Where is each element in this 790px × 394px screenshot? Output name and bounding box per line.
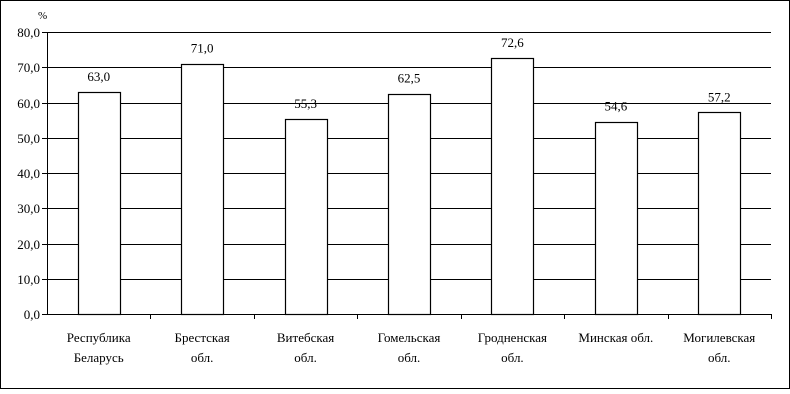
x-category-label-line: Беларусь <box>74 350 124 365</box>
data-label: 54,6 <box>604 99 627 114</box>
x-category-label-line: Могилевская <box>683 330 755 345</box>
data-label: 62,5 <box>398 71 421 86</box>
x-category-label: Минская обл. <box>578 330 653 345</box>
x-category-label-line: Витебская <box>277 330 334 345</box>
bar <box>180 63 225 316</box>
x-category-label: Республика Беларусь <box>67 330 131 365</box>
data-label: 55,3 <box>294 96 317 111</box>
y-tick-label: 0,0 <box>24 307 40 322</box>
y-tick-label: 40,0 <box>17 166 40 181</box>
data-label: 71,0 <box>191 41 214 56</box>
x-category-label: Витебская обл. <box>277 330 334 365</box>
bar <box>387 93 432 316</box>
x-category-label-line: Брестская <box>174 330 229 345</box>
y-tick-label: 70,0 <box>17 60 40 75</box>
labels: 0,0 10,0 20,0 30,0 40,0 50,0 60,0 70,0 80,0% 63,0… <box>17 10 755 365</box>
y-tick-label: 30,0 <box>17 201 40 216</box>
bar <box>490 57 535 316</box>
x-category-label-line: Гродненская <box>478 330 547 345</box>
y-tick-label: 80,0 <box>17 25 40 40</box>
data-label: 57,2 <box>708 89 731 104</box>
x-category-label: Гродненская обл. <box>478 330 547 365</box>
bar <box>77 91 122 316</box>
x-category-label: Гомельская обл. <box>378 330 441 365</box>
bar <box>697 111 742 316</box>
x-category-label-line: Минская обл. <box>578 330 653 345</box>
bar <box>284 118 329 316</box>
x-category-label-line: обл. <box>501 350 524 365</box>
y-tick-label: 50,0 <box>17 131 40 146</box>
data-label: 63,0 <box>87 69 110 84</box>
x-category-label: Могилевская обл. <box>683 330 755 365</box>
y-tick-label: 20,0 <box>17 237 40 252</box>
y-tick-label: 60,0 <box>17 96 40 111</box>
bar <box>594 121 639 316</box>
bars <box>77 57 742 316</box>
x-category-label-line: обл. <box>294 350 317 365</box>
y-unit-label: % <box>38 10 47 22</box>
y-tick-label: 10,0 <box>17 272 40 287</box>
data-label: 72,6 <box>501 35 524 50</box>
x-category-label-line: обл. <box>191 350 214 365</box>
x-category-label-line: обл. <box>708 350 731 365</box>
x-category-label-line: обл. <box>398 350 421 365</box>
x-category-label-line: Гомельская <box>378 330 441 345</box>
x-category-label: Брестская обл. <box>174 330 229 365</box>
x-category-label-line: Республика <box>67 330 131 345</box>
